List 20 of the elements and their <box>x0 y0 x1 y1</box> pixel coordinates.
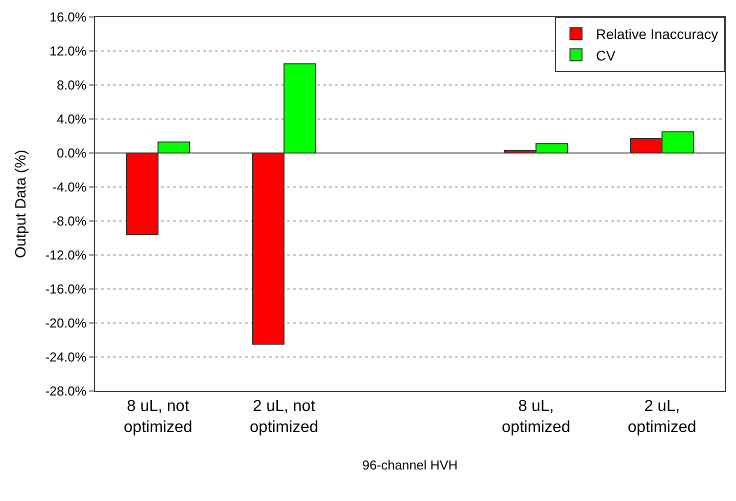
y-tick-label: -16.0% <box>45 282 87 297</box>
y-tick-label: 0.0% <box>56 146 87 161</box>
x-tick-label: 8 uL, optimized <box>502 398 570 436</box>
y-tick-label: 8.0% <box>56 78 87 93</box>
y-tick-label: -24.0% <box>45 350 87 365</box>
y-tick-label: -28.0% <box>45 384 87 399</box>
x-tick-label: 8 uL, not optimized <box>124 398 192 436</box>
y-tick-label: -4.0% <box>52 180 87 195</box>
y-tick-label: 12.0% <box>50 44 87 59</box>
legend-label: CV <box>596 47 616 64</box>
y-tick-label: -20.0% <box>45 316 87 331</box>
y-tick-label: 4.0% <box>56 112 87 127</box>
y-tick-label: -12.0% <box>45 248 87 263</box>
x-tick-label: 2 uL, optimized <box>628 398 696 436</box>
x-tick-label: 2 uL, not optimized <box>250 398 318 436</box>
y-tick-label: -8.0% <box>52 214 87 229</box>
y-axis-title: Output Data (%) <box>12 150 30 258</box>
y-tick-label: 16.0% <box>50 10 87 25</box>
x-axis-title: 96-channel HVH <box>362 458 458 473</box>
legend-label: Relative Inaccuracy <box>596 26 718 42</box>
